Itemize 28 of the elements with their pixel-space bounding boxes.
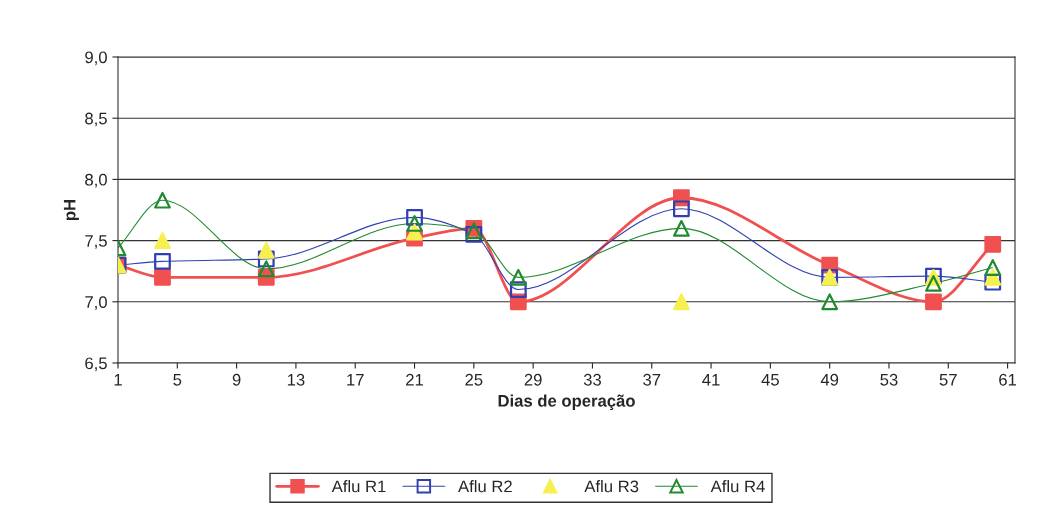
y-tick-label: 7,5 — [85, 235, 107, 249]
y-tick-label: 7,0 — [85, 296, 107, 310]
x-tick-label: 41 — [702, 374, 720, 386]
y-tick-label: 8,0 — [85, 173, 107, 188]
x-tick-label: 49 — [820, 373, 839, 386]
x-tick-label: 13 — [287, 373, 305, 386]
x-tick-label: 37 — [643, 373, 661, 386]
x-tick-label: 17 — [347, 374, 364, 386]
legend-label: Aflu R1 — [331, 480, 386, 493]
x-tick-label: 9 — [232, 373, 241, 386]
x-tick-label: 21 — [406, 373, 423, 386]
x-axis-title: Dias de operação — [498, 394, 635, 411]
x-tick-label: 25 — [465, 373, 483, 386]
x-tick-label: 61 — [999, 373, 1017, 386]
x-tick-label: 45 — [761, 374, 779, 386]
legend-label: Aflu R4 — [710, 480, 765, 493]
y-tick-label: 9,0 — [85, 51, 107, 66]
x-tick-label: 33 — [583, 373, 601, 386]
legend-label: Aflu R3 — [584, 480, 639, 493]
legend-label: Aflu R2 — [458, 480, 512, 493]
y-axis-title: pH — [63, 200, 79, 221]
x-tick-label: 57 — [939, 374, 957, 386]
x-tick-label: 53 — [880, 373, 898, 386]
x-tick-label: 29 — [524, 373, 542, 386]
x-tick-label: 1 — [114, 374, 122, 386]
y-tick-label: 8,5 — [85, 112, 107, 127]
y-tick-label: 6,5 — [85, 357, 107, 372]
x-tick-label: 5 — [173, 374, 182, 386]
